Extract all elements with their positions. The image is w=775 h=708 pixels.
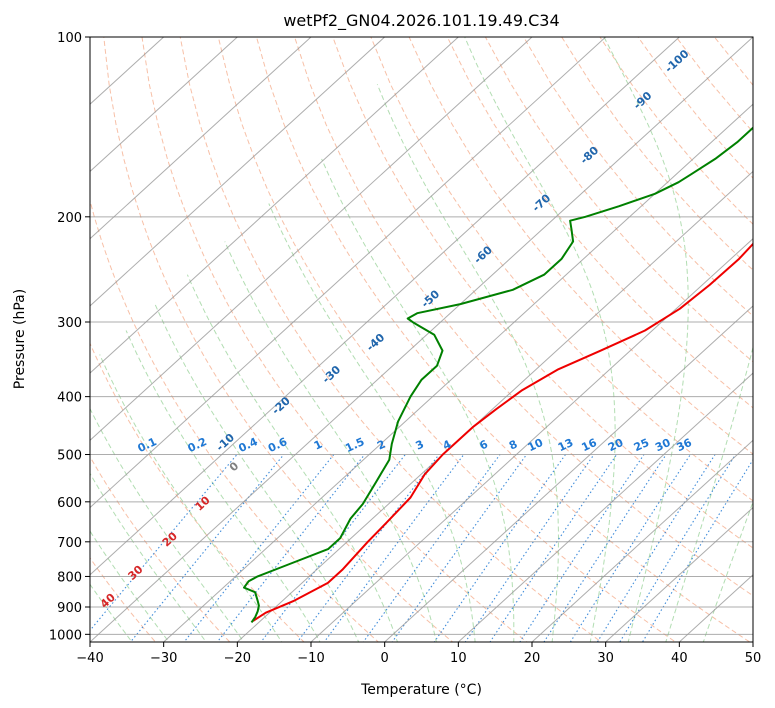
x-tick-label: 10	[450, 651, 467, 666]
axes: −40 −30 −20 −10 0 10 20 30 40 50 100 200 300 400 500 60…	[49, 31, 761, 666]
dewpoint-line	[243, 126, 753, 623]
x-axis-label: Temperature (°C)	[360, 682, 482, 698]
y-tick-label: 1000	[49, 628, 82, 643]
y-tick-label: 400	[57, 391, 82, 406]
dry-adiabat-line	[179, 37, 603, 642]
y-tick-label: 900	[57, 601, 82, 616]
background-lines	[90, 37, 753, 642]
x-tick-label: 0	[381, 651, 389, 666]
y-tick-label: 500	[57, 449, 82, 464]
y-axis-label: Pressure (hPa)	[12, 289, 28, 389]
y-tick-label: 600	[57, 496, 82, 511]
y-tick-label: 100	[57, 31, 82, 46]
mixing-ratio-label: 20	[606, 436, 626, 454]
isotherm-gridline	[384, 305, 753, 642]
x-tick-label: −30	[150, 651, 177, 666]
isotherm-gridline	[90, 37, 533, 442]
isotherm-gridline	[90, 37, 386, 307]
x-tick-label: 20	[524, 651, 541, 666]
y-tick-label: 800	[57, 570, 82, 585]
y-tick-label: 200	[57, 211, 82, 226]
isotherm-gridline	[90, 37, 459, 374]
isotherm-gridline	[531, 439, 753, 642]
mixing-ratio-label: 30	[653, 436, 673, 454]
x-tick-label: −20	[224, 651, 251, 666]
y-tick-label: 700	[57, 536, 82, 551]
dry-adiabat-line	[408, 37, 753, 455]
isotherm-gridline	[90, 37, 607, 509]
dry-adiabat-line	[90, 557, 157, 642]
dry-adiabat-line	[523, 37, 753, 317]
moist-adiabat-line	[90, 472, 207, 642]
moist-adiabat-line	[268, 203, 476, 642]
isotherm-gridline	[90, 37, 238, 173]
isotherm-gridline	[90, 37, 312, 240]
moist-adiabat-line	[90, 583, 133, 642]
chart-title: wetPf2_GN04.2026.101.19.49.C34	[283, 11, 559, 31]
isotherm-gridline	[605, 506, 753, 642]
mixing-ratio-label: 16	[580, 436, 600, 454]
moist-adiabat-line	[125, 330, 321, 642]
isotherm-gridline	[163, 103, 753, 642]
mixing-ratio-label: 10	[526, 436, 546, 454]
isotherm-gridline	[90, 37, 680, 576]
moist-adiabat-line	[90, 530, 170, 642]
dry-adiabat-line	[484, 37, 753, 363]
x-tick-label: 30	[597, 651, 614, 666]
profiles	[243, 126, 753, 623]
isotherm-gridline	[90, 37, 753, 642]
mixing-ratio-label: 25	[632, 436, 651, 454]
moist-adiabat-line	[224, 241, 437, 642]
x-tick-label: −10	[297, 651, 324, 666]
x-tick-label: −40	[76, 651, 103, 666]
isotherm-gridline	[457, 372, 753, 642]
isotherm-gridline	[236, 170, 753, 642]
temperature-line	[252, 242, 753, 622]
moist-adiabat-line	[321, 158, 515, 642]
moist-adiabat-line	[464, 37, 616, 642]
moist-adiabat-line	[99, 354, 283, 642]
isotherm-gridline	[310, 237, 753, 642]
y-tick-label: 300	[57, 316, 82, 331]
dry-adiabat-line	[217, 37, 677, 642]
x-tick-label: 50	[745, 651, 762, 666]
x-tick-label: 40	[671, 651, 688, 666]
mixing-ratio-label: 13	[556, 436, 575, 454]
plot-frame	[89, 36, 754, 643]
mixing-ratio-label: 36	[675, 436, 695, 454]
